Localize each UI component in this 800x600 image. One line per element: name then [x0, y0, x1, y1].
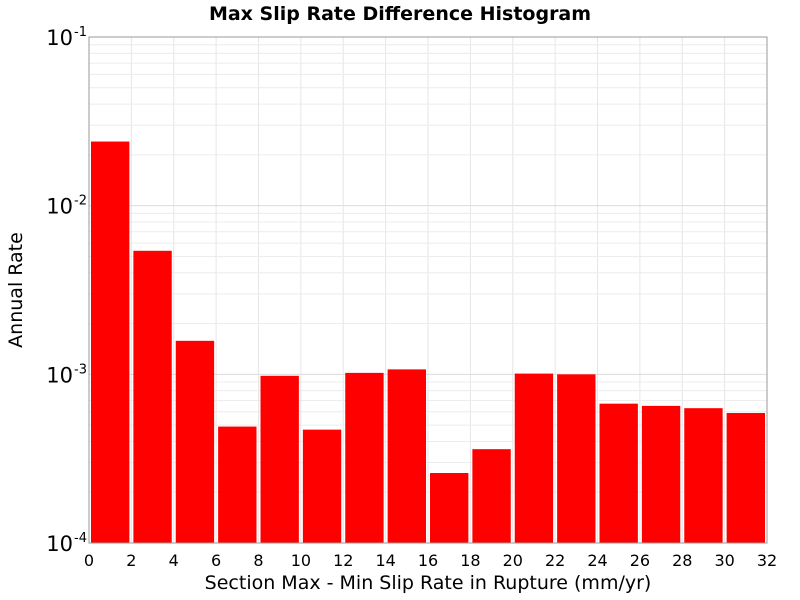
y-tick-base: 10 — [46, 532, 73, 556]
y-tick-exponent: -2 — [74, 194, 87, 209]
histogram-bar — [133, 250, 172, 543]
y-tick-base: 10 — [46, 363, 73, 387]
y-tick-layer: 10-110-210-310-4 — [46, 25, 87, 556]
x-tick-label: 22 — [545, 551, 565, 570]
x-tick-label: 8 — [253, 551, 263, 570]
y-tick-label: 10 -3 — [46, 362, 87, 387]
x-tick-label: 32 — [757, 551, 777, 570]
chart-title: Max Slip Rate Difference Histogram — [209, 3, 591, 25]
y-tick-label: 10 -1 — [46, 25, 87, 50]
x-tick-label: 6 — [211, 551, 221, 570]
x-tick-layer: 0 2 4 6 8 10 12 14 16 18 20 22 24 26 28 30 32 — [84, 551, 777, 570]
y-tick-exponent: -1 — [74, 25, 87, 40]
y-tick-base: 10 — [46, 195, 73, 219]
x-tick-label: 12 — [333, 551, 353, 570]
histogram-bar — [91, 141, 130, 543]
histogram-bar — [684, 408, 723, 543]
histogram-bar — [514, 373, 554, 543]
y-tick-base: 10 — [46, 26, 73, 50]
histogram-bar — [557, 374, 596, 543]
x-tick-label: 20 — [503, 551, 523, 570]
x-tick-label: 18 — [460, 551, 480, 570]
plot-frame — [88, 36, 768, 544]
x-tick-label: 16 — [418, 551, 438, 570]
x-tick-label: 4 — [169, 551, 179, 570]
histogram-bar — [599, 403, 638, 543]
x-tick-label: 10 — [291, 551, 311, 570]
x-tick-label: 2 — [126, 551, 136, 570]
x-tick-label: 30 — [714, 551, 734, 570]
x-axis-label: Section Max - Min Slip Rate in Rupture (… — [205, 572, 652, 594]
x-tick-label: 0 — [84, 551, 94, 570]
y-axis-label: Annual Rate — [5, 232, 27, 348]
histogram-bar — [260, 375, 299, 543]
x-tick-label: 24 — [587, 551, 607, 570]
histogram-bar — [387, 369, 426, 543]
histogram-bar — [302, 429, 342, 543]
y-tick-exponent: -4 — [74, 531, 87, 546]
y-tick-label: 10 -2 — [46, 194, 87, 219]
y-tick-label: 10 -4 — [46, 531, 87, 556]
histogram-bar — [345, 372, 384, 543]
x-tick-label: 14 — [375, 551, 395, 570]
histogram-bar — [218, 426, 257, 543]
bar-layer — [91, 141, 765, 543]
histogram-bar — [472, 449, 511, 543]
histogram-bar — [641, 405, 681, 543]
histogram-bar — [726, 412, 765, 543]
x-tick-label: 28 — [672, 551, 692, 570]
histogram-bar — [430, 473, 469, 543]
x-tick-label: 26 — [630, 551, 650, 570]
histogram-bar — [175, 340, 215, 543]
y-tick-exponent: -3 — [74, 362, 87, 377]
